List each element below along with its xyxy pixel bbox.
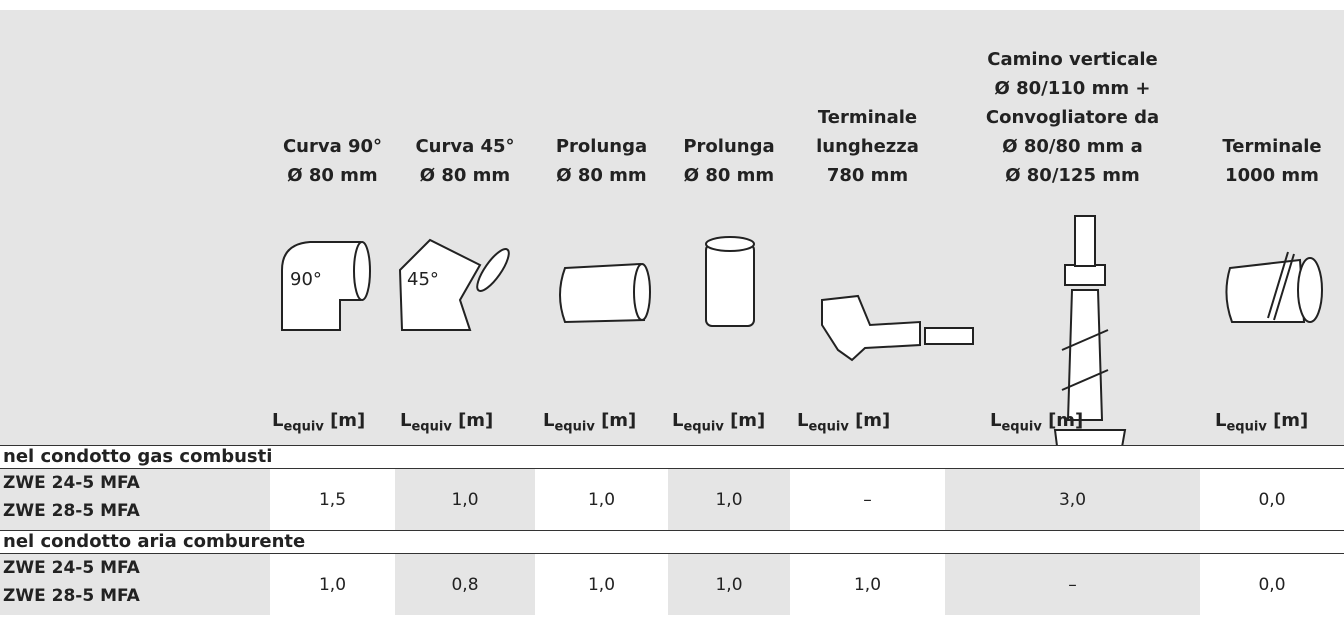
value-cell: 1,5 (270, 468, 395, 530)
equiv-sub: equiv (1001, 420, 1041, 435)
title-line: Ø 80 mm (395, 161, 535, 190)
value-cell: 1,0 (668, 553, 790, 615)
equiv-unit: [m] (855, 410, 890, 431)
value-cell: 3,0 (945, 468, 1200, 530)
equiv-unit: [m] (330, 410, 365, 431)
value-cell: 0,0 (1200, 553, 1344, 615)
model-name: ZWE 28-5 MFA (3, 582, 270, 610)
equiv-unit: [m] (1273, 410, 1308, 431)
equiv-base: L (543, 410, 554, 431)
value-cell: 0,8 (395, 553, 535, 615)
icon-terminal-1000 (1226, 252, 1322, 322)
equiv-sub: equiv (554, 420, 594, 435)
equiv-label: Lequiv [m] (672, 410, 765, 435)
equiv-sub: equiv (411, 420, 451, 435)
equiv-unit: [m] (601, 410, 636, 431)
model-name: ZWE 24-5 MFA (3, 554, 270, 582)
icon-terminal (822, 296, 973, 360)
equiv-unit: [m] (1048, 410, 1083, 431)
title-line: Terminale (1200, 132, 1344, 161)
page: 90° 45° Curva (0, 0, 1344, 632)
icon-curve-45: 45° (400, 240, 514, 330)
title-line: Curva 45° (395, 132, 535, 161)
title-line: Prolunga (535, 132, 668, 161)
value-cell: 1,0 (270, 553, 395, 615)
value-cell: 1,0 (535, 468, 668, 530)
equiv-label: Lequiv [m] (1215, 410, 1308, 435)
title-line: 780 mm (790, 161, 945, 190)
equiv-sub: equiv (283, 420, 323, 435)
title-line: Convogliatore da (945, 103, 1200, 132)
title-line: Terminale (790, 103, 945, 132)
equiv-base: L (272, 410, 283, 431)
title-line: Ø 80 mm (270, 161, 395, 190)
title-line: 1000 mm (1200, 161, 1344, 190)
icon-curve-90: 90° (282, 242, 370, 330)
equiv-base: L (990, 410, 1001, 431)
section-title: nel condotto aria comburente (0, 530, 1344, 553)
equiv-base: L (400, 410, 411, 431)
equiv-sub: equiv (1226, 420, 1266, 435)
title-line: Ø 80/80 mm a (945, 132, 1200, 161)
model-name: ZWE 28-5 MFA (3, 497, 270, 525)
equiv-base: L (797, 410, 808, 431)
equiv-sub: equiv (808, 420, 848, 435)
title-line: Ø 80 mm (668, 161, 790, 190)
icon-extension (560, 264, 650, 322)
equiv-label: Lequiv [m] (400, 410, 493, 435)
title-line: Ø 80 mm (535, 161, 668, 190)
value-cell: 0,0 (1200, 468, 1344, 530)
value-cell: 1,0 (668, 468, 790, 530)
value-cell: – (790, 468, 945, 530)
equiv-base: L (672, 410, 683, 431)
equiv-label: Lequiv [m] (543, 410, 636, 435)
equiv-label: Lequiv [m] (990, 410, 1083, 435)
title-line: Curva 90° (270, 132, 395, 161)
icon-label: 90° (290, 269, 322, 290)
equiv-sub: equiv (683, 420, 723, 435)
value-cell: 1,0 (790, 553, 945, 615)
value-cell: 1,0 (395, 468, 535, 530)
title-line: Camino verticale (945, 45, 1200, 74)
equiv-label: Lequiv [m] (272, 410, 365, 435)
section-title: nel condotto gas combusti (0, 445, 1344, 468)
equiv-unit: [m] (730, 410, 765, 431)
equiv-base: L (1215, 410, 1226, 431)
title-line: lunghezza (790, 132, 945, 161)
column-title: Curva 45°Ø 80 mm (395, 132, 535, 190)
title-line: Ø 80/125 mm (945, 161, 1200, 190)
icon-label: 45° (407, 269, 439, 290)
value-cell: 1,0 (535, 553, 668, 615)
icon-extension-vertical (706, 237, 754, 326)
model-name: ZWE 24-5 MFA (3, 469, 270, 497)
equiv-unit: [m] (458, 410, 493, 431)
column-title: Curva 90°Ø 80 mm (270, 132, 395, 190)
equiv-label: Lequiv [m] (797, 410, 890, 435)
title-line: Prolunga (668, 132, 790, 161)
value-cell: – (945, 553, 1200, 615)
title-line: Ø 80/110 mm + (945, 74, 1200, 103)
